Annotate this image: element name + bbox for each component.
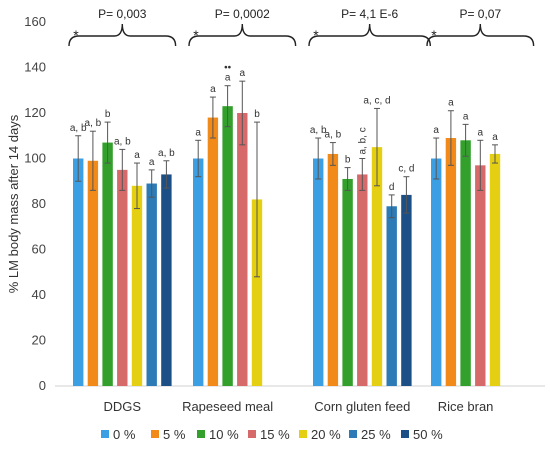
x-category-label: Rice bran xyxy=(438,399,494,414)
significance-label: a, b xyxy=(158,148,175,159)
y-tick-label: 160 xyxy=(24,14,46,29)
y-tick-label: 140 xyxy=(24,60,46,75)
legend-swatch xyxy=(151,430,159,438)
significance-label: a, b xyxy=(325,130,342,141)
y-axis-title: % LM body mass after 14 days xyxy=(6,114,21,293)
p-value-label: P= 4,1 E-6 xyxy=(341,7,398,21)
bar xyxy=(313,158,324,386)
legend-label: 0 % xyxy=(113,427,136,442)
bar xyxy=(460,140,471,386)
p-value-label: P= 0,0002 xyxy=(215,7,270,21)
significance-label: b xyxy=(254,109,260,120)
bar xyxy=(102,142,113,386)
legend-label: 20 % xyxy=(311,427,341,442)
significance-label: a xyxy=(478,127,484,138)
x-category-label: Corn gluten feed xyxy=(314,399,410,414)
significance-marker: •• xyxy=(224,63,232,74)
p-value-label: P= 0,07 xyxy=(459,7,501,21)
legend-label: 10 % xyxy=(209,427,239,442)
legend-swatch xyxy=(401,430,409,438)
bar xyxy=(475,165,486,386)
y-tick-label: 0 xyxy=(39,378,46,393)
bar xyxy=(237,113,248,386)
significance-label: a xyxy=(149,157,155,168)
legend-swatch xyxy=(248,430,256,438)
significance-label: b xyxy=(105,109,111,120)
significance-label: a, b xyxy=(114,136,131,147)
significance-label: a, b xyxy=(70,123,87,134)
legend-swatch xyxy=(101,430,109,438)
legend-swatch xyxy=(349,430,357,438)
legend-label: 50 % xyxy=(413,427,443,442)
significance-star: * xyxy=(73,27,79,43)
legend-swatch xyxy=(197,430,205,438)
bar xyxy=(371,147,383,386)
significance-brace xyxy=(68,23,177,47)
bar xyxy=(193,158,204,386)
significance-label: a xyxy=(195,127,201,138)
significance-brace xyxy=(308,23,431,47)
legend-label: 25 % xyxy=(361,427,391,442)
significance-label: a xyxy=(225,73,231,84)
significance-label: a xyxy=(463,111,469,122)
bar xyxy=(207,117,219,387)
x-category-label: DDGS xyxy=(104,399,142,414)
significance-star: * xyxy=(313,27,319,43)
bar xyxy=(357,174,368,386)
y-tick-label: 40 xyxy=(32,287,46,302)
significance-brace xyxy=(426,23,535,47)
bar xyxy=(117,169,128,386)
significance-label: a, b, c xyxy=(357,127,368,154)
y-tick-label: 60 xyxy=(32,242,46,257)
bar xyxy=(431,158,442,386)
y-tick-label: 120 xyxy=(24,105,46,120)
significance-brace xyxy=(188,23,297,47)
significance-label: a xyxy=(134,150,140,161)
bar xyxy=(386,206,397,386)
significance-star: * xyxy=(431,27,437,43)
significance-label: a xyxy=(240,68,246,79)
y-tick-label: 20 xyxy=(32,333,46,348)
bar xyxy=(401,194,412,386)
bar xyxy=(161,174,172,386)
y-tick-label: 100 xyxy=(24,151,46,166)
significance-label: b xyxy=(345,155,351,166)
significance-label: a, b xyxy=(310,125,327,136)
legend-label: 5 % xyxy=(163,427,186,442)
y-tick-label: 80 xyxy=(32,196,46,211)
significance-label: a, c, d xyxy=(363,95,390,106)
bar xyxy=(251,199,263,386)
bar xyxy=(327,153,339,386)
bar xyxy=(146,183,157,386)
significance-label: a xyxy=(492,132,498,143)
x-category-label: Rapeseed meal xyxy=(182,399,273,414)
significance-label: c, d xyxy=(398,164,414,175)
bar xyxy=(342,178,353,386)
significance-label: a, b xyxy=(85,118,102,129)
significance-label: a xyxy=(433,125,439,136)
bar xyxy=(87,160,99,386)
significance-label: a xyxy=(448,98,454,109)
bar xyxy=(445,138,457,386)
p-value-label: P= 0,003 xyxy=(98,7,147,21)
legend-swatch xyxy=(299,430,307,438)
bar xyxy=(73,158,84,386)
significance-star: * xyxy=(193,27,199,43)
legend-label: 15 % xyxy=(260,427,290,442)
significance-label: d xyxy=(389,182,395,193)
bar xyxy=(489,153,501,386)
bar xyxy=(131,185,143,386)
significance-label: a xyxy=(210,84,216,95)
bar xyxy=(222,106,233,387)
